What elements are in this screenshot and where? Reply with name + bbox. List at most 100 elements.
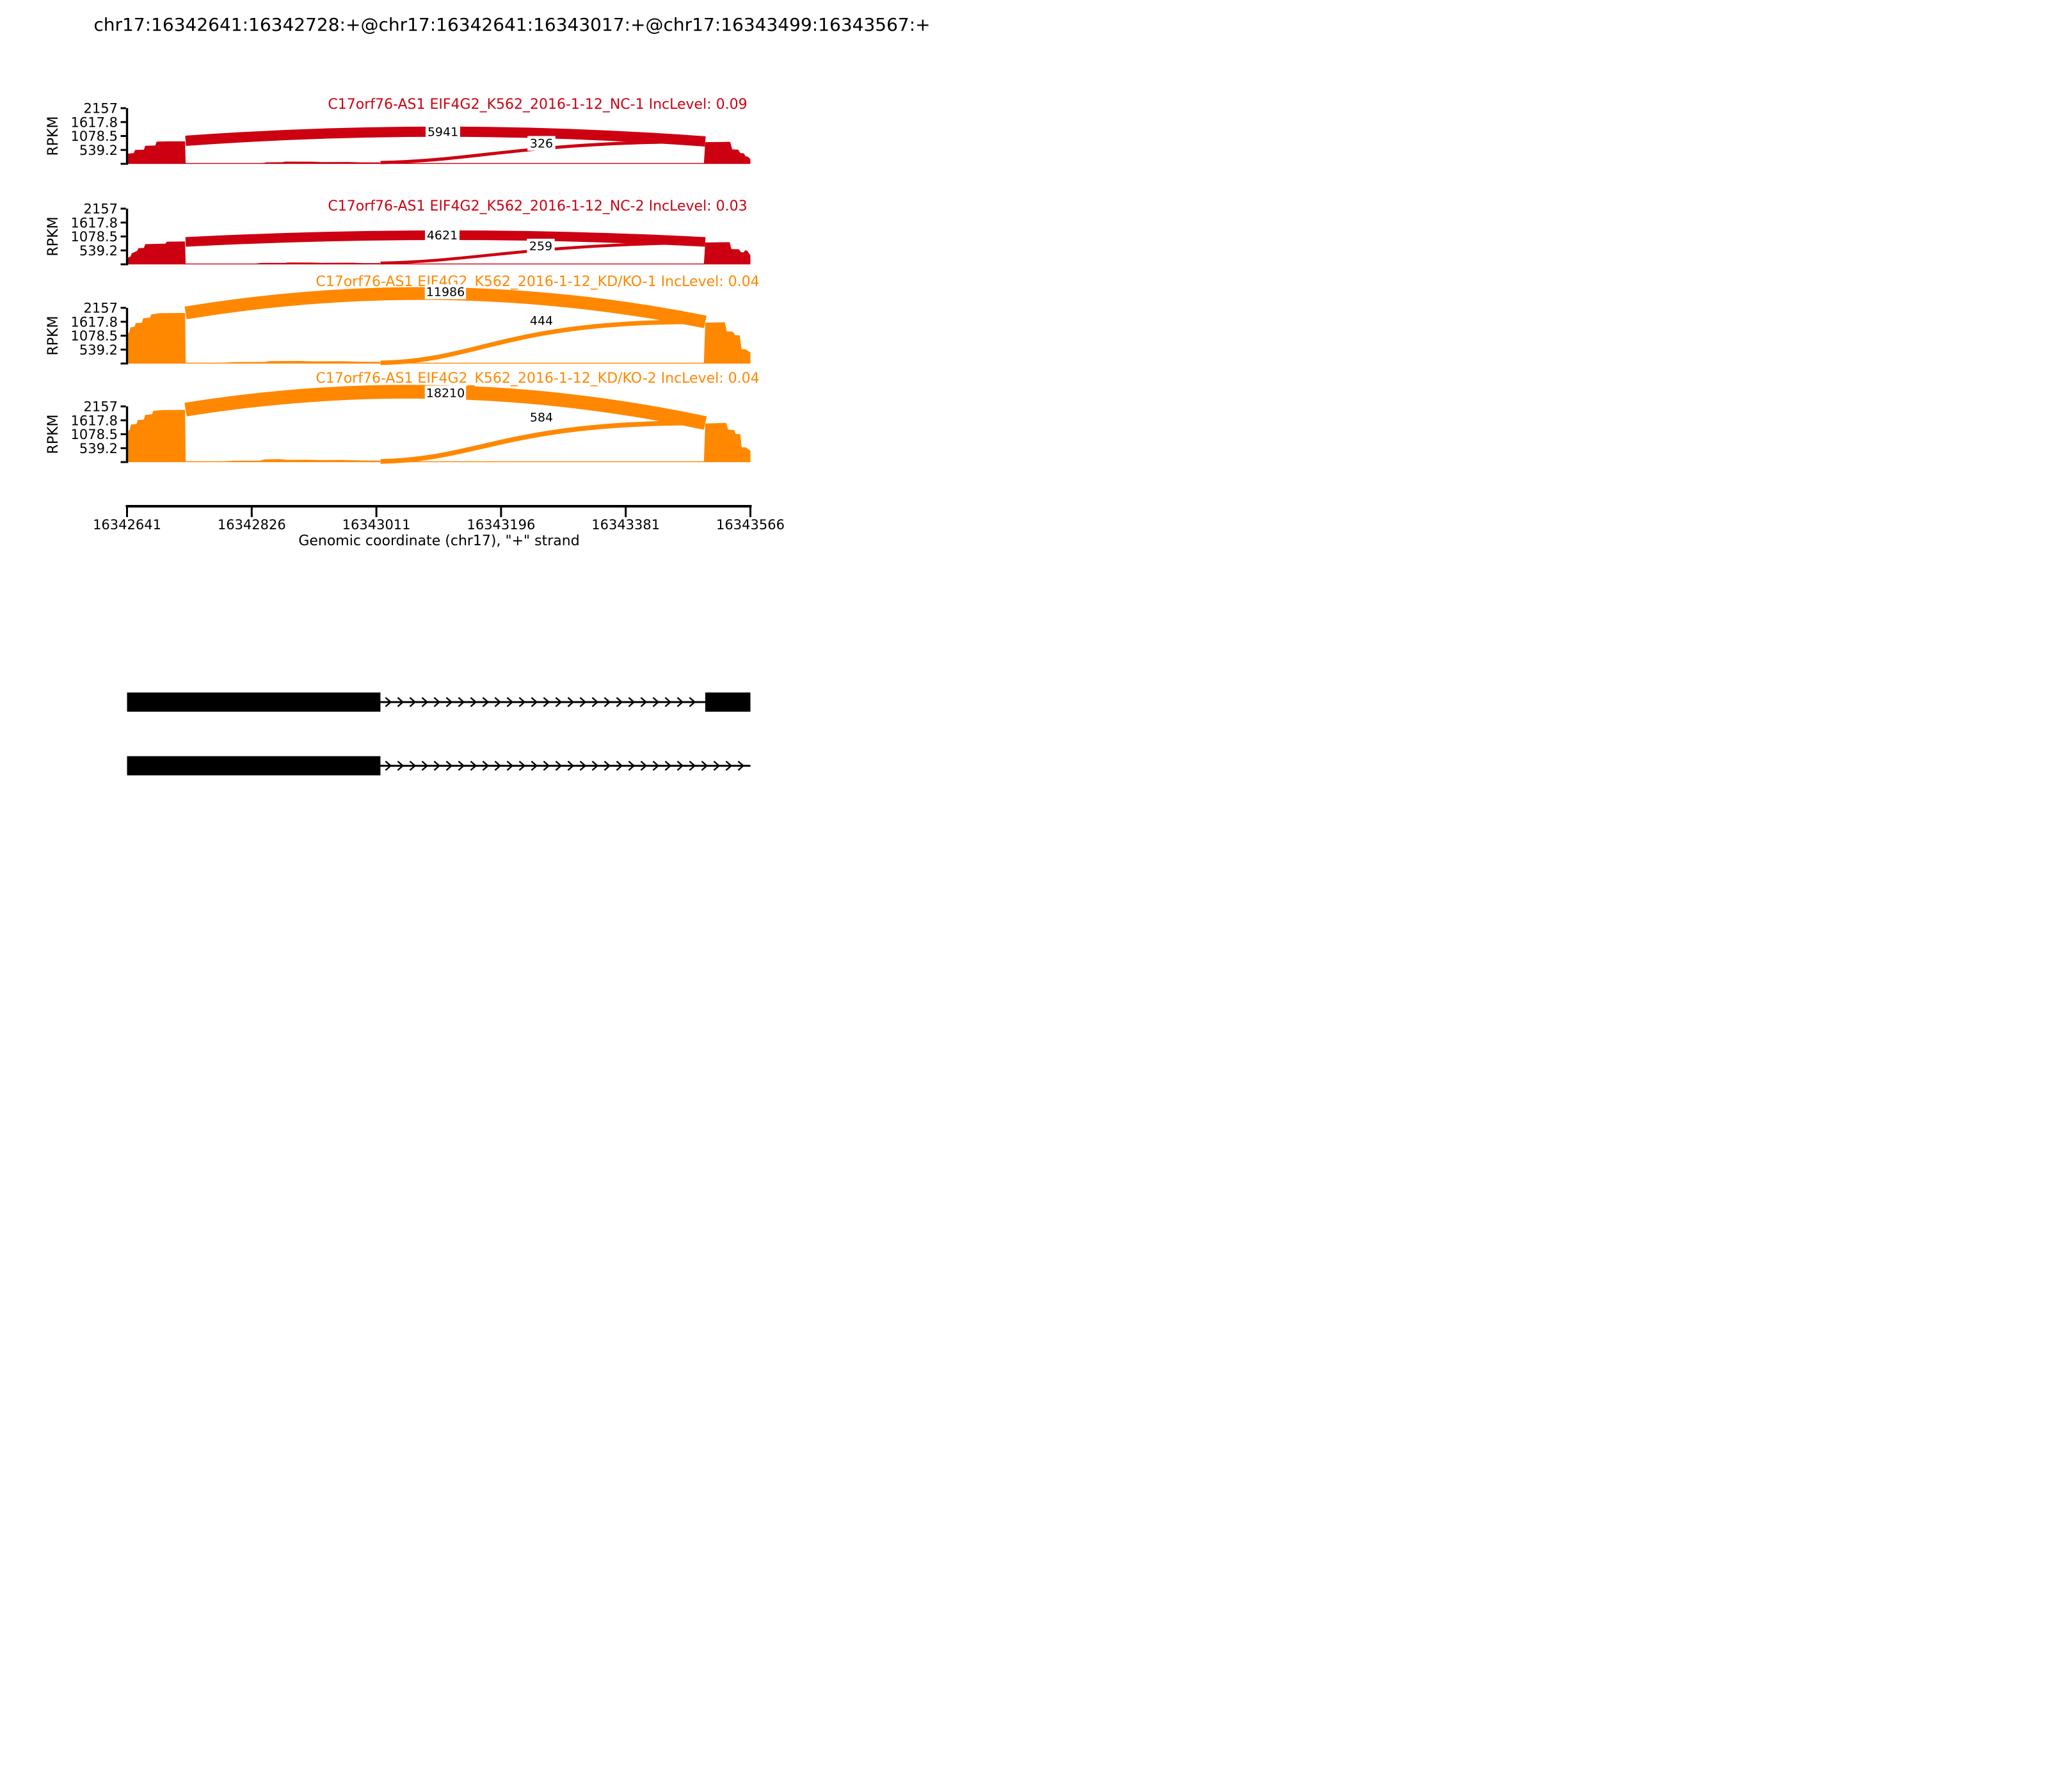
intron-arrow-icon xyxy=(397,760,404,771)
intron-arrow-icon xyxy=(555,697,563,707)
y-axis-spine xyxy=(125,406,129,463)
intron-arrow-icon xyxy=(701,760,708,771)
intron-arrow-icon xyxy=(409,760,417,771)
y-axis-title: RPKM xyxy=(45,415,61,454)
intron-arrow-icon xyxy=(482,697,490,707)
intron-arrow-icon xyxy=(385,697,392,707)
intron-arrow-icon xyxy=(397,697,404,707)
y-tick-label: 539.2 xyxy=(79,143,118,158)
junction-arc-inclusion xyxy=(380,420,683,464)
intron-arrow-icon xyxy=(433,760,441,771)
intron-arrow-icon xyxy=(482,760,490,771)
y-tick-label: 2157 xyxy=(84,101,118,116)
intron-arrow-icon xyxy=(470,760,477,771)
intron-arrow-icon xyxy=(518,760,526,771)
junction-count-inclusion-box xyxy=(527,136,556,151)
transcript-2-exon-1 xyxy=(127,756,381,776)
intron-arrow-icon xyxy=(567,697,575,707)
y-tick-label: 1078.5 xyxy=(71,427,118,442)
y-tick-label: 539.2 xyxy=(79,441,118,456)
junction-count-inclusion: 444 xyxy=(530,314,553,328)
y-tick-label: 1617.8 xyxy=(71,115,118,130)
intron-arrow-icon xyxy=(385,760,392,771)
intron-arrow-icon xyxy=(652,697,660,707)
junction-count-inclusion-box xyxy=(527,313,556,328)
intron-arrow-icon xyxy=(676,760,684,771)
intron-arrow-icon xyxy=(676,697,684,707)
intron-arrow-icon xyxy=(543,697,550,707)
figure-title: chr17:16342641:16342728:+@chr17:16342641… xyxy=(93,14,931,35)
intron-arrow-icon xyxy=(737,760,745,771)
x-tick-label: 16343011 xyxy=(342,517,411,532)
junction-count-skipping-box xyxy=(424,284,467,300)
intron-arrow-icon xyxy=(494,760,502,771)
junction-count-skipping-box xyxy=(425,228,460,243)
intron-arrow-icon xyxy=(531,697,538,707)
x-tick-label: 16343566 xyxy=(716,517,785,532)
junction-count-skipping: 18210 xyxy=(426,387,465,401)
intron-arrow-icon xyxy=(640,760,648,771)
x-tick-label: 16342826 xyxy=(218,517,286,532)
intron-arrow-icon xyxy=(421,760,429,771)
intron-arrow-icon xyxy=(531,760,538,771)
intron-arrow-icon xyxy=(604,697,611,707)
junction-count-inclusion-box xyxy=(527,410,556,425)
intron-arrow-icon xyxy=(458,697,465,707)
junction-count-skipping-box xyxy=(424,385,467,401)
intron-arrow-icon xyxy=(579,760,587,771)
intron-arrow-icon xyxy=(543,760,550,771)
intron-arrow-icon xyxy=(616,697,623,707)
sashimi-figure: chr17:16342641:16342728:+@chr17:16342641… xyxy=(0,0,1024,896)
y-axis-spine xyxy=(125,209,129,266)
y-axis-title: RPKM xyxy=(45,316,61,356)
x-axis-svg: 16342641 16342826 16343011 16343196 16343381… xyxy=(93,505,785,532)
intron-arrow-icon xyxy=(640,697,648,707)
intron-arrow-icon xyxy=(713,760,721,771)
y-tick-label: 1617.8 xyxy=(71,215,118,230)
junction-arc-inclusion xyxy=(380,319,683,365)
junction-arc-inclusion xyxy=(380,241,699,265)
y-tick-label: 539.2 xyxy=(79,342,118,358)
y-tick-label: 2157 xyxy=(84,399,118,415)
intron-arrow-icon xyxy=(689,760,696,771)
y-tick-label: 1617.8 xyxy=(71,413,118,428)
intron-arrow-icon xyxy=(652,760,660,771)
y-tick-label: 1078.5 xyxy=(71,328,118,344)
x-axis-label: Genomic coordinate (chr17), "+" strand xyxy=(298,533,580,549)
intron-arrow-icon xyxy=(628,760,636,771)
x-tick-label: 16342641 xyxy=(93,517,161,532)
intron-arrow-icon xyxy=(591,697,599,707)
intron-arrow-icon xyxy=(616,760,623,771)
track-2-title: C17orf76-AS1 EIF4G2_K562_2016-1-12_NC-2 … xyxy=(328,198,748,214)
intron-arrow-icon xyxy=(604,760,611,771)
y-axis-spine xyxy=(125,308,129,365)
y-tick-label: 1078.5 xyxy=(71,129,118,144)
y-tick-label: 1617.8 xyxy=(71,314,118,330)
intron-arrow-icon xyxy=(664,760,672,771)
junction-count-inclusion: 326 xyxy=(530,137,553,151)
intron-arrow-icon xyxy=(689,697,696,707)
junction-count-inclusion-box xyxy=(527,239,555,253)
intron-arrow-icon xyxy=(591,760,599,771)
y-tick-label: 1078.5 xyxy=(71,229,118,244)
y-tick-label: 2157 xyxy=(84,301,118,316)
x-tick-label: 16343196 xyxy=(467,517,535,532)
intron-arrow-icon xyxy=(470,697,477,707)
y-axis-title: RPKM xyxy=(45,217,61,257)
y-axis-spine xyxy=(125,108,129,165)
intron-arrow-icon xyxy=(506,697,514,707)
intron-arrow-icon xyxy=(628,697,636,707)
junction-count-inclusion: 584 xyxy=(530,411,553,425)
track-3-title: C17orf76-AS1 EIF4G2_K562_2016-1-12_KD/KO… xyxy=(316,274,760,290)
intron-arrow-icon xyxy=(494,697,502,707)
track-1-title: C17orf76-AS1 EIF4G2_K562_2016-1-12_NC-1 … xyxy=(328,97,748,113)
intron-arrow-icon xyxy=(409,697,417,707)
junction-count-skipping-box xyxy=(426,124,460,140)
x-tick-label: 16343381 xyxy=(591,517,660,532)
y-tick-label: 539.2 xyxy=(79,243,118,259)
junction-arc-inclusion xyxy=(380,140,699,164)
